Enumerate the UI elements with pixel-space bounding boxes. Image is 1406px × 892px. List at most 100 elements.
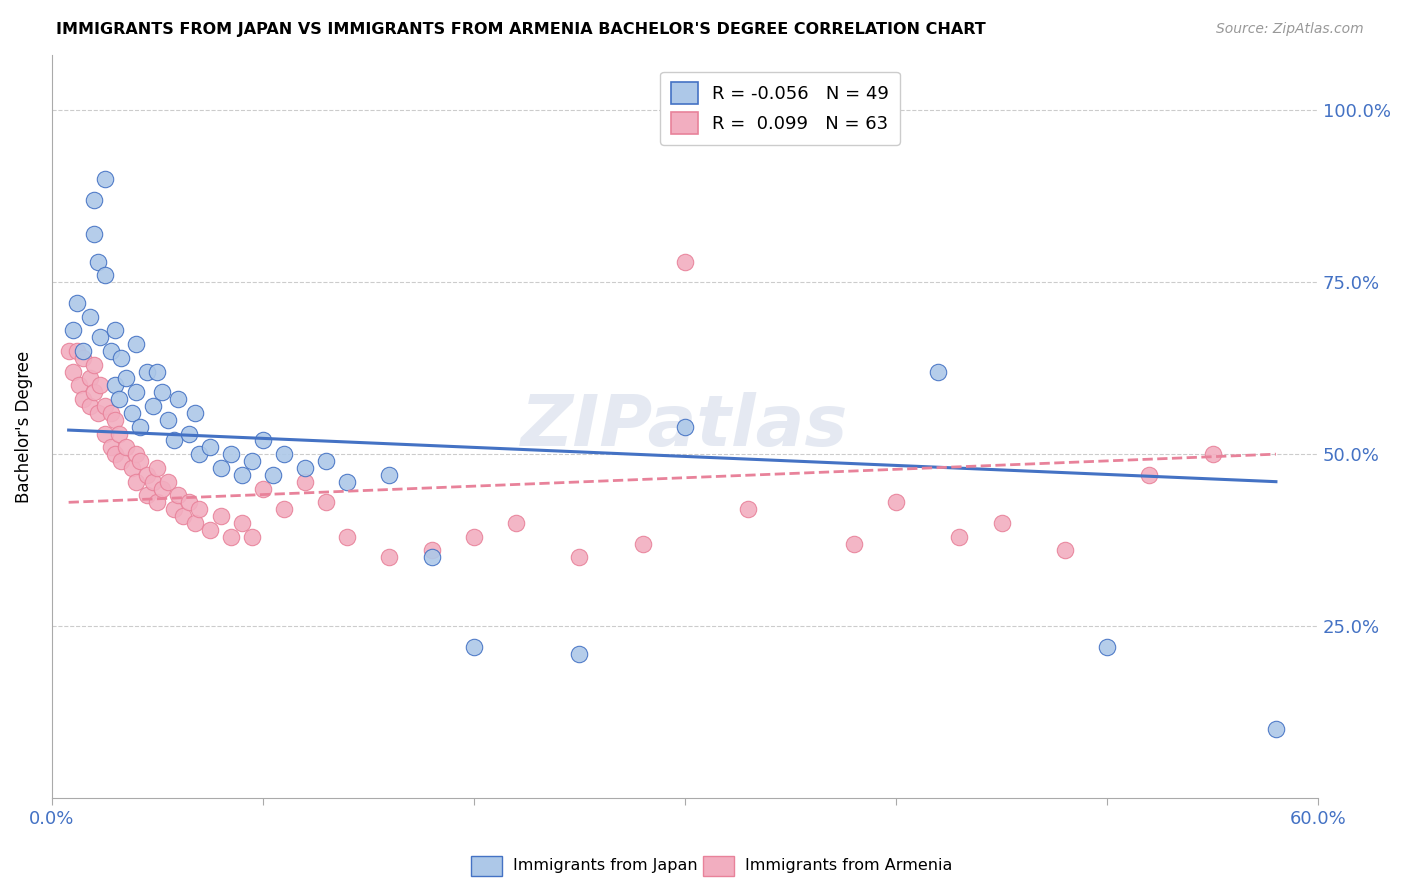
Text: Immigrants from Japan: Immigrants from Japan <box>513 858 697 872</box>
Point <box>177 495 200 509</box>
Point <box>219 447 242 461</box>
Point <box>100 406 122 420</box>
Point <box>273 502 295 516</box>
Point <box>72 392 94 406</box>
Point <box>231 516 253 530</box>
Point <box>83 385 105 400</box>
Point <box>172 509 194 524</box>
Point <box>58 343 80 358</box>
Point <box>631 536 654 550</box>
Point <box>104 413 127 427</box>
Point <box>129 419 152 434</box>
Point <box>884 495 907 509</box>
Point <box>100 343 122 358</box>
Point <box>163 434 186 448</box>
Point <box>83 358 105 372</box>
Point <box>125 337 148 351</box>
Point <box>62 323 84 337</box>
Point <box>209 509 232 524</box>
Point <box>110 351 132 365</box>
Point <box>315 495 337 509</box>
Point <box>927 365 949 379</box>
Point <box>188 447 211 461</box>
Point <box>156 475 179 489</box>
Point <box>184 406 207 420</box>
Text: IMMIGRANTS FROM JAPAN VS IMMIGRANTS FROM ARMENIA BACHELOR'S DEGREE CORRELATION C: IMMIGRANTS FROM JAPAN VS IMMIGRANTS FROM… <box>56 22 986 37</box>
Point <box>262 467 284 482</box>
Point <box>79 371 101 385</box>
Point <box>167 488 190 502</box>
Point <box>315 454 337 468</box>
Text: Immigrants from Armenia: Immigrants from Armenia <box>745 858 952 872</box>
Point <box>252 482 274 496</box>
Point <box>146 461 169 475</box>
Point <box>948 530 970 544</box>
Point <box>110 454 132 468</box>
Point <box>142 399 165 413</box>
Point <box>219 530 242 544</box>
Point <box>673 254 696 268</box>
Point <box>294 461 316 475</box>
Point <box>336 475 359 489</box>
Point <box>108 392 131 406</box>
Point <box>72 343 94 358</box>
Point <box>673 419 696 434</box>
Point <box>150 385 173 400</box>
Text: ZIPatlas: ZIPatlas <box>522 392 849 461</box>
Point <box>66 343 89 358</box>
Point <box>568 647 591 661</box>
Point <box>62 365 84 379</box>
Point <box>79 399 101 413</box>
Point <box>737 502 759 516</box>
Point <box>420 543 443 558</box>
Point <box>231 467 253 482</box>
Point <box>420 550 443 565</box>
Point <box>150 482 173 496</box>
Point <box>79 310 101 324</box>
Point <box>93 172 115 186</box>
Point <box>1095 640 1118 654</box>
Point <box>104 378 127 392</box>
Point <box>842 536 865 550</box>
Point <box>252 434 274 448</box>
Point <box>114 440 136 454</box>
Point <box>378 467 401 482</box>
Point <box>184 516 207 530</box>
Point <box>463 530 485 544</box>
Point <box>146 365 169 379</box>
Point <box>336 530 359 544</box>
Y-axis label: Bachelor's Degree: Bachelor's Degree <box>15 351 32 503</box>
Point <box>1137 467 1160 482</box>
Text: Source: ZipAtlas.com: Source: ZipAtlas.com <box>1216 22 1364 37</box>
Point <box>108 426 131 441</box>
Point <box>163 502 186 516</box>
Point <box>240 530 263 544</box>
Point <box>142 475 165 489</box>
Point <box>1201 447 1223 461</box>
Point <box>129 454 152 468</box>
Point <box>294 475 316 489</box>
Point <box>240 454 263 468</box>
Point <box>100 440 122 454</box>
Point <box>83 193 105 207</box>
Point <box>104 447 127 461</box>
Legend: R = -0.056   N = 49, R =  0.099   N = 63: R = -0.056 N = 49, R = 0.099 N = 63 <box>659 71 900 145</box>
Point <box>505 516 527 530</box>
Point <box>568 550 591 565</box>
Point <box>135 365 157 379</box>
Point <box>146 495 169 509</box>
Point <box>83 227 105 241</box>
Point <box>93 399 115 413</box>
Point <box>177 426 200 441</box>
Point <box>135 467 157 482</box>
Point <box>87 254 110 268</box>
Point <box>125 385 148 400</box>
Point <box>121 461 143 475</box>
Point <box>93 268 115 283</box>
Point <box>273 447 295 461</box>
Point <box>1053 543 1076 558</box>
Point <box>198 440 221 454</box>
Point <box>72 351 94 365</box>
Point <box>463 640 485 654</box>
Point <box>1264 723 1286 737</box>
